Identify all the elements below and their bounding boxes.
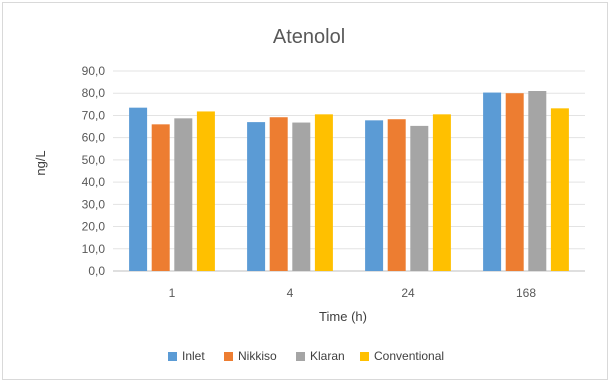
bar-klaran-24	[410, 125, 429, 271]
legend-swatch-nikkiso	[224, 352, 233, 361]
x-tick-label: 24	[401, 286, 415, 300]
x-axis-label: Time (h)	[319, 309, 367, 324]
y-axis-label: ng/L	[33, 150, 48, 175]
bar-conventional-4	[314, 114, 333, 271]
bar-inlet-1	[129, 107, 148, 272]
legend-swatch-inlet	[168, 352, 177, 361]
y-tick-label: 0,0	[88, 264, 105, 278]
legend-label-nikkiso: Nikkiso	[238, 349, 277, 363]
bar-conventional-168	[550, 108, 569, 271]
y-tick-label: 90,0	[82, 64, 106, 78]
x-tick-label: 4	[287, 286, 294, 300]
bar-nikkiso-24	[387, 119, 406, 271]
bar-inlet-168	[483, 92, 502, 271]
bar-inlet-24	[365, 120, 384, 271]
bar-klaran-168	[528, 91, 547, 271]
x-tick-label: 168	[516, 286, 536, 300]
bar-chart: Atenolol 0,0 10,0 20,0 30,0 40,0 50,0 60,0 70,0…	[33, 26, 585, 363]
y-axis-ticks: 0,0 10,0 20,0 30,0 40,0 50,0 60,0 70,0 80,0 90,0	[82, 64, 106, 278]
legend-swatch-conventional	[360, 352, 369, 361]
y-tick-label: 60,0	[82, 131, 106, 145]
x-axis-ticks: 1 4 24 168	[169, 286, 537, 300]
bar-conventional-1	[196, 111, 215, 271]
y-tick-label: 70,0	[82, 108, 106, 122]
bar-nikkiso-1	[151, 124, 170, 271]
bar-conventional-24	[432, 114, 451, 271]
legend: Inlet Nikkiso Klaran Conventional	[168, 349, 444, 363]
chart-frame: Atenolol 0,0 10,0 20,0 30,0 40,0 50,0 60,0 70,0…	[2, 2, 608, 380]
bars	[129, 91, 569, 272]
chart-title: Atenolol	[273, 26, 345, 48]
bar-klaran-1	[174, 118, 193, 271]
legend-label-inlet: Inlet	[182, 349, 205, 363]
x-tick-label: 1	[169, 286, 176, 300]
bar-nikkiso-4	[269, 117, 288, 271]
legend-label-conventional: Conventional	[374, 349, 444, 363]
y-tick-label: 80,0	[82, 86, 106, 100]
y-tick-label: 10,0	[82, 242, 106, 256]
y-tick-label: 50,0	[82, 153, 106, 167]
bar-inlet-4	[247, 122, 266, 271]
bar-nikkiso-168	[505, 93, 524, 271]
legend-label-klaran: Klaran	[310, 349, 345, 363]
y-tick-label: 30,0	[82, 197, 106, 211]
legend-swatch-klaran	[296, 352, 305, 361]
y-tick-label: 40,0	[82, 175, 106, 189]
bar-klaran-4	[292, 122, 311, 271]
y-tick-label: 20,0	[82, 220, 106, 234]
